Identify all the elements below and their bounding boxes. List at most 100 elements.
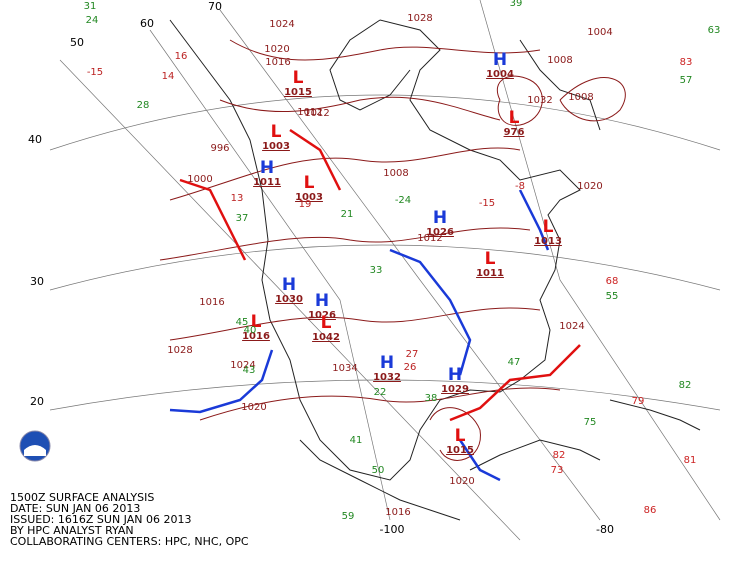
station-value: 31 [84, 1, 97, 12]
graticule [49, 0, 721, 541]
station-value: 50 [372, 465, 385, 476]
station-value: 24 [86, 15, 99, 26]
station-value: -15 [87, 67, 103, 78]
station-value: 68 [606, 276, 619, 287]
parallel [49, 244, 721, 291]
isobar [159, 227, 531, 261]
station-value: 41 [350, 435, 363, 446]
warm-front [289, 128, 342, 191]
station-value: 16 [175, 51, 188, 62]
center-pressure: 1015 [284, 87, 312, 98]
isobars [159, 39, 626, 461]
isobar-label: 1028 [407, 13, 432, 24]
station-value: 33 [370, 265, 383, 276]
center-pressure: 1004 [486, 69, 514, 80]
center-pressure: 1026 [308, 310, 336, 321]
station-value: -8 [515, 181, 525, 192]
isobar-label: 1034 [332, 363, 357, 374]
grid-label: -80 [596, 523, 614, 536]
isobar-label: 1008 [568, 92, 593, 103]
fronts [169, 128, 581, 482]
pressure-center: L [321, 313, 332, 333]
isobar-label: 1016 [199, 297, 224, 308]
pressure-center: L [304, 173, 315, 193]
station-value: 79 [632, 396, 645, 407]
station-value: 26 [404, 362, 417, 373]
cold-front [458, 439, 501, 482]
isobar-label: 1016 [265, 57, 290, 68]
coastline [519, 39, 601, 131]
station-value: 40 [244, 325, 257, 336]
grid-label: 70 [208, 0, 222, 13]
isobar [429, 407, 481, 461]
isobar-label: 1020 [577, 181, 602, 192]
pressure-center: L [251, 312, 262, 332]
pressure-center: L [455, 426, 466, 446]
isobar-label: 1008 [383, 168, 408, 179]
station-value: 37 [236, 213, 249, 224]
isobar-label: 1004 [587, 27, 612, 38]
station-value: 27 [406, 349, 419, 360]
isobar-label: 1008 [547, 55, 572, 66]
station-value: 19 [299, 199, 312, 210]
center-pressure: 976 [504, 127, 525, 138]
isobar [219, 96, 501, 121]
isobar-label: 1016 [385, 507, 410, 518]
isobar-label: 1028 [167, 345, 192, 356]
noaa-logo [19, 430, 51, 462]
center-pressure: 1030 [275, 294, 303, 305]
cold-front [518, 189, 550, 251]
station-value: 28 [137, 100, 150, 111]
station-value: 83 [680, 57, 693, 68]
station-value: 14 [162, 71, 175, 82]
station-value: 86 [644, 505, 657, 516]
meridian [479, 0, 721, 521]
isobar-label: 1020 [241, 402, 266, 413]
pressure-center: L [485, 249, 496, 269]
pressure-center: H [380, 353, 394, 373]
isobar-label: 1012 [417, 233, 442, 244]
coastline [299, 439, 461, 521]
center-pressure: 1026 [426, 227, 454, 238]
isobar-label: 1032 [527, 95, 552, 106]
station-value: 73 [551, 465, 564, 476]
footer-line: DATE: SUN JAN 06 2013 [10, 502, 140, 515]
station-value: -24 [395, 195, 411, 206]
center-pressure: 1011 [253, 177, 281, 188]
center-pressure: 1003 [262, 141, 290, 152]
station-value: 81 [684, 455, 697, 466]
isobar [496, 75, 543, 126]
meridian [59, 59, 521, 541]
coastline [329, 19, 411, 111]
coastline [609, 399, 701, 431]
isobar-label: 1020 [264, 44, 289, 55]
pressure-center: H [260, 158, 274, 178]
isobar [559, 77, 626, 122]
center-pressure: 1011 [476, 268, 504, 279]
center-pressure: 1013 [534, 236, 562, 247]
isobar-label: 1020 [449, 476, 474, 487]
station-value: 45 [236, 317, 249, 328]
footer-line: COLLABORATING CENTERS: HPC, NHC, OPC [10, 535, 249, 548]
station-value: 13 [231, 193, 244, 204]
station-value: 22 [374, 387, 387, 398]
station-value: 57 [680, 75, 693, 86]
isobar-label: 1024 [269, 19, 294, 30]
center-pressure: 1015 [446, 445, 474, 456]
isobar-label: 1024 [559, 321, 584, 332]
footer-line: BY HPC ANALYST RYAN [10, 524, 134, 537]
grid-label: 40 [28, 133, 42, 146]
pressure-center: H [433, 208, 447, 228]
grid-label: 60 [140, 17, 154, 30]
grid-label: -100 [380, 523, 405, 536]
center-pressure: 1003 [295, 192, 323, 203]
isobar-label: 1000 [187, 174, 212, 185]
cold-front [389, 248, 472, 376]
parallel [49, 94, 721, 151]
isobar-label: 1012 [304, 108, 329, 119]
station-value: 82 [553, 450, 566, 461]
pressure-center: L [543, 217, 554, 237]
warm-front [179, 178, 247, 261]
